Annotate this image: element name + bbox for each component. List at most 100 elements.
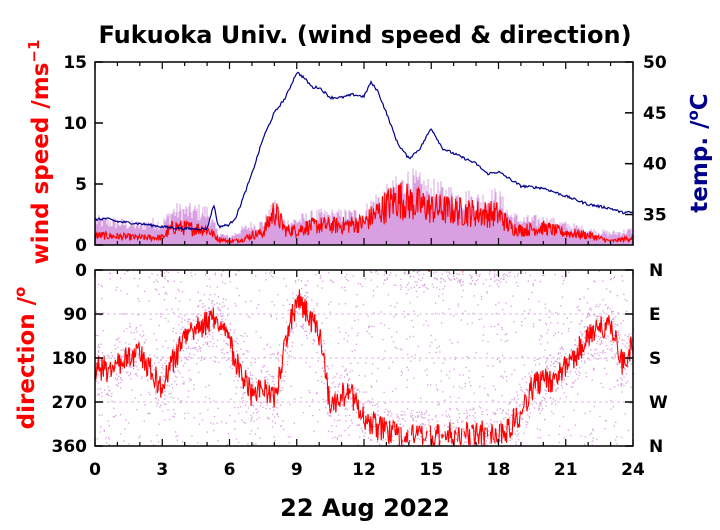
direction-tick-label: 0 — [75, 261, 87, 281]
direction-dot — [417, 345, 420, 348]
direction-dot — [423, 438, 425, 440]
direction-dot — [361, 430, 363, 432]
direction-dot — [129, 323, 131, 325]
direction-dot — [155, 339, 158, 341]
direction-dot — [611, 344, 613, 346]
direction-dot — [241, 397, 243, 399]
direction-dot — [208, 307, 210, 309]
direction-dot — [437, 389, 439, 391]
direction-dot — [345, 420, 347, 422]
direction-dot — [285, 371, 287, 373]
direction-dot — [371, 336, 373, 338]
direction-dot — [611, 348, 613, 350]
direction-dot — [180, 400, 183, 402]
direction-dot — [165, 340, 167, 342]
direction-dot — [575, 368, 577, 370]
direction-dot — [108, 394, 110, 397]
direction-dot — [300, 294, 302, 296]
direction-dot — [212, 325, 214, 327]
direction-dot — [388, 411, 390, 414]
direction-dot — [130, 372, 132, 374]
direction-dot — [584, 331, 586, 333]
direction-dot — [435, 435, 438, 437]
direction-dot — [247, 407, 249, 409]
direction-dot — [596, 438, 598, 441]
direction-dot — [315, 371, 317, 374]
direction-dot — [557, 353, 559, 355]
direction-dot — [418, 359, 421, 361]
direction-dot — [605, 420, 607, 422]
direction-dot — [362, 403, 364, 405]
direction-dot — [376, 286, 378, 288]
direction-dot — [271, 420, 274, 422]
direction-dot — [284, 375, 286, 377]
direction-dot — [424, 370, 426, 372]
direction-dot — [113, 407, 115, 409]
direction-dot — [582, 340, 584, 343]
direction-dot — [174, 431, 177, 433]
direction-dot — [503, 276, 505, 278]
direction-dot — [357, 332, 359, 334]
direction-dot — [545, 324, 548, 326]
direction-dot — [464, 383, 466, 385]
direction-dot — [139, 435, 141, 437]
direction-dot — [97, 354, 99, 356]
direction-dot — [412, 326, 414, 328]
direction-dot — [271, 353, 274, 355]
direction-dot — [538, 363, 541, 365]
direction-dot — [477, 443, 479, 445]
direction-dot — [562, 371, 564, 373]
direction-dot — [499, 440, 501, 442]
direction-dot — [177, 338, 179, 340]
direction-dot — [517, 433, 519, 435]
direction-dot — [416, 437, 419, 440]
direction-dot — [532, 323, 535, 325]
direction-dot — [187, 347, 189, 349]
direction-dot — [272, 413, 274, 416]
direction-dot — [404, 271, 406, 273]
direction-dot — [462, 289, 464, 292]
direction-dot — [447, 440, 449, 442]
direction-dot — [605, 345, 608, 347]
direction-dot — [370, 401, 373, 403]
direction-dot — [557, 362, 559, 364]
direction-dot — [435, 416, 437, 418]
direction-dot — [258, 417, 260, 419]
direction-dot — [321, 287, 323, 289]
direction-dot — [471, 276, 473, 279]
direction-dot — [293, 422, 295, 424]
direction-dot — [337, 386, 340, 388]
direction-dot — [369, 402, 371, 404]
direction-dot — [120, 378, 122, 380]
direction-dot — [134, 338, 136, 340]
direction-dot — [166, 384, 168, 386]
direction-dot — [353, 403, 355, 405]
direction-dot — [544, 399, 546, 401]
direction-dot — [131, 389, 133, 391]
direction-dot — [598, 325, 600, 328]
direction-dot — [614, 355, 616, 357]
direction-dot — [502, 377, 504, 379]
direction-dot — [322, 280, 324, 283]
direction-dot — [371, 372, 373, 375]
direction-dot — [548, 316, 550, 318]
direction-dot — [147, 379, 149, 381]
direction-dot — [164, 398, 166, 400]
direction-dot — [147, 412, 149, 414]
direction-dot — [441, 273, 444, 275]
direction-dot — [418, 286, 421, 288]
direction-dot — [496, 274, 498, 276]
direction-dot — [157, 402, 159, 405]
direction-dot — [465, 366, 467, 369]
direction-dot — [222, 301, 224, 304]
direction-dot — [554, 370, 556, 372]
direction-dot — [616, 379, 618, 381]
direction-dot — [612, 358, 615, 360]
direction-dot — [436, 278, 438, 280]
direction-dot — [97, 382, 99, 384]
direction-dot — [135, 365, 138, 368]
direction-dot — [168, 393, 170, 395]
direction-dot — [266, 404, 268, 406]
direction-dot — [282, 317, 284, 319]
direction-dot — [102, 361, 104, 364]
